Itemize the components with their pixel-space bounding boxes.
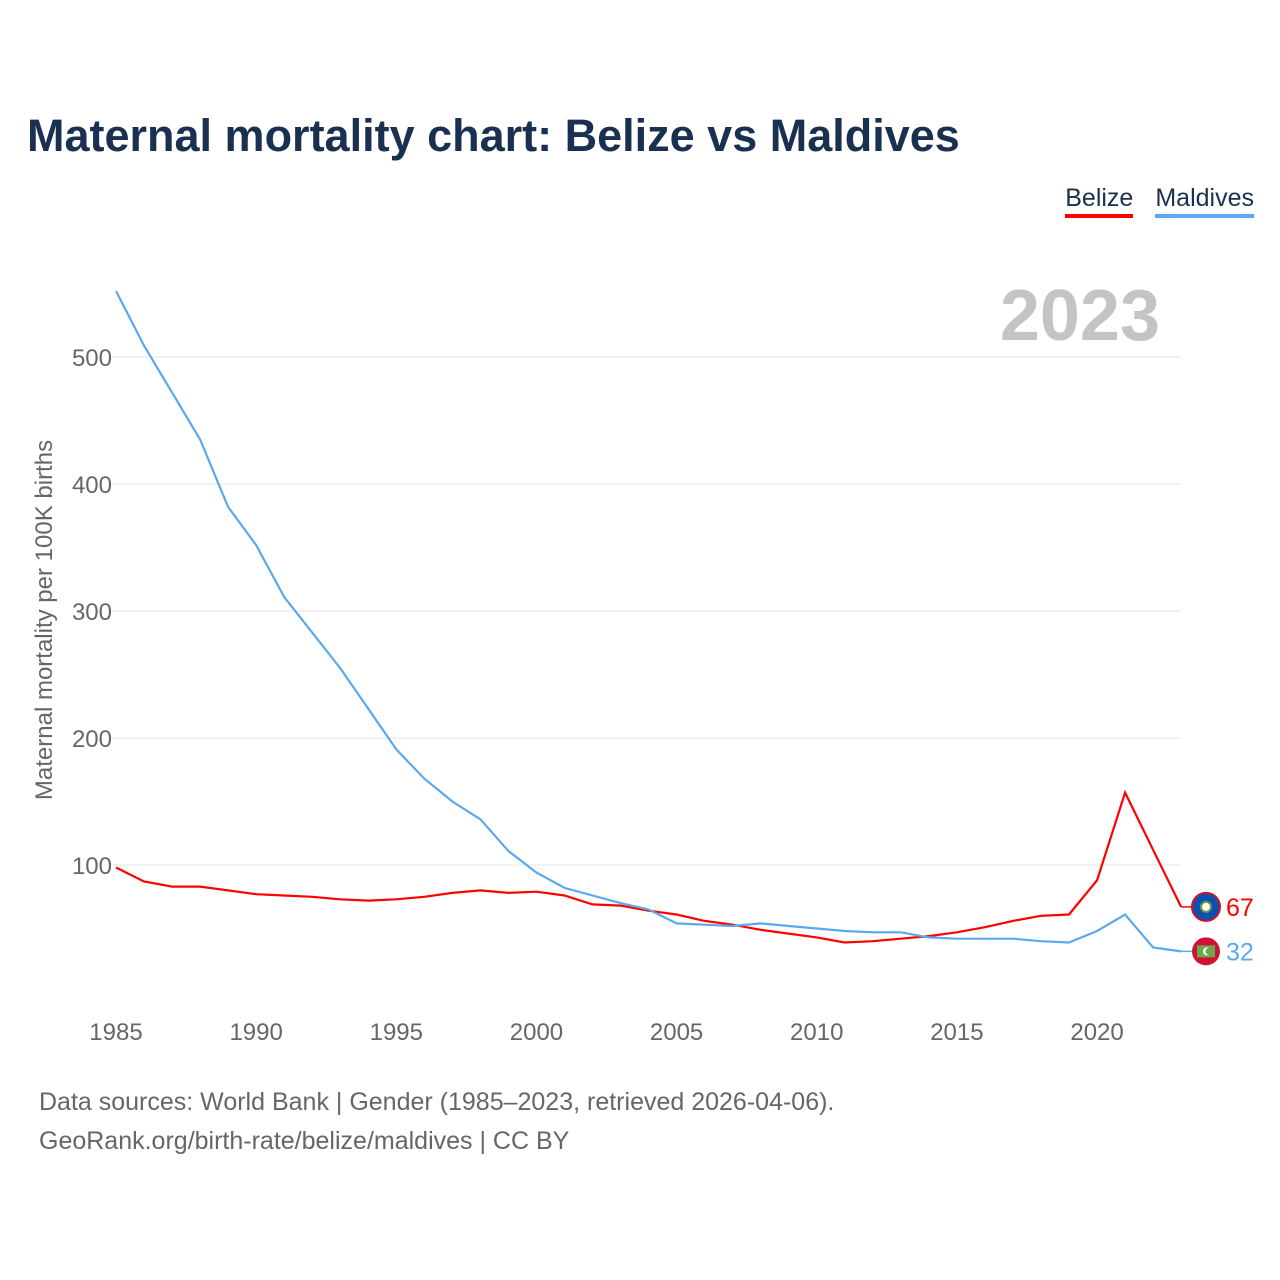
legend: Belize Maldives <box>1065 184 1254 218</box>
x-tick-label: 2010 <box>790 1019 843 1046</box>
x-tick-label: 2020 <box>1070 1019 1123 1046</box>
end-value-label: 67 <box>1226 894 1254 922</box>
x-tick-label: 1995 <box>370 1019 423 1046</box>
x-tick-label: 1990 <box>229 1019 282 1046</box>
end-value-label: 32 <box>1226 938 1254 966</box>
maldives-crescent-cut <box>1205 947 1213 955</box>
x-tick-label: 2000 <box>510 1019 563 1046</box>
legend-item-maldives[interactable]: Maldives <box>1155 184 1254 218</box>
chart-title: Maternal mortality chart: Belize vs Mald… <box>27 110 960 161</box>
x-tick-label: 2015 <box>930 1019 983 1046</box>
footer-credit: GeoRank.org/birth-rate/belize/maldives |… <box>39 1127 570 1155</box>
y-axis-label: Maternal mortality per 100K births <box>31 440 58 800</box>
y-tick-label: 200 <box>72 726 112 753</box>
footer-source: Data sources: World Bank | Gender (1985–… <box>39 1088 835 1116</box>
y-tick-label: 300 <box>72 599 112 626</box>
x-tick-label: 1985 <box>89 1019 142 1046</box>
belize-emblem <box>1200 900 1212 913</box>
y-tick-label: 400 <box>72 472 112 499</box>
series-line-maldives <box>115 290 1182 953</box>
legend-item-belize[interactable]: Belize <box>1065 184 1134 218</box>
y-tick-label: 500 <box>72 345 112 372</box>
year-label: 2023 <box>1000 276 1160 356</box>
series-line-belize <box>115 789 1183 944</box>
y-tick-label: 100 <box>72 853 112 880</box>
x-tick-label: 2005 <box>650 1019 703 1046</box>
